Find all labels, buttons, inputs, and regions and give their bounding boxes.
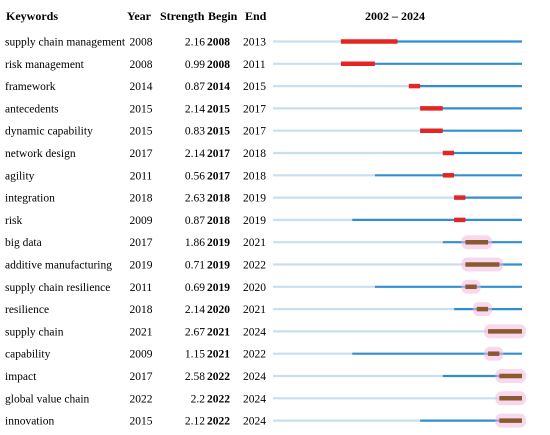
keyword-label: resilience xyxy=(5,304,49,316)
end-value: 2018 xyxy=(243,148,266,160)
begin-value: 2019 xyxy=(207,260,230,272)
keyword-label: network design xyxy=(5,148,76,160)
strength-value: 0.87 xyxy=(185,81,205,93)
end-value: 2019 xyxy=(243,215,266,227)
year-value: 2015 xyxy=(130,103,153,115)
year-value: 2021 xyxy=(130,326,153,338)
strength-value: 1.86 xyxy=(185,237,205,249)
strength-value: 0.83 xyxy=(185,126,205,138)
end-value: 2024 xyxy=(243,416,266,428)
year-value: 2014 xyxy=(130,81,153,93)
keyword-label: supply chain resilience xyxy=(5,282,110,294)
begin-value: 2020 xyxy=(207,304,230,316)
begin-value: 2014 xyxy=(207,81,230,93)
header-end: End xyxy=(245,9,267,23)
keyword-label: innovation xyxy=(5,416,54,428)
header-timeline-range: 2002 – 2024 xyxy=(365,9,425,23)
strength-value: 2.14 xyxy=(185,304,205,316)
begin-value: 2015 xyxy=(207,103,230,115)
strength-value: 1.15 xyxy=(185,349,205,361)
header-begin: Begin xyxy=(208,9,238,23)
keyword-label: supply chain xyxy=(5,326,64,338)
year-value: 2008 xyxy=(130,59,153,71)
keyword-label: additive manufacturing xyxy=(5,260,112,272)
keyword-label: big data xyxy=(5,237,42,249)
year-value: 2017 xyxy=(130,237,153,249)
year-value: 2009 xyxy=(130,349,153,361)
begin-value: 2022 xyxy=(207,393,230,405)
year-value: 2022 xyxy=(130,393,153,405)
end-value: 2021 xyxy=(243,304,266,316)
begin-value: 2018 xyxy=(207,215,230,227)
strength-value: 2.12 xyxy=(185,416,205,428)
year-value: 2019 xyxy=(130,260,153,272)
begin-value: 2008 xyxy=(207,37,230,49)
year-value: 2009 xyxy=(130,215,153,227)
header-strength: Strength xyxy=(160,9,205,23)
strength-value: 2.14 xyxy=(185,148,205,160)
year-value: 2018 xyxy=(130,304,153,316)
burst-rows: supply chain management 2008 2.16 2008 2013r… xyxy=(5,37,526,428)
begin-value: 2021 xyxy=(207,349,230,361)
end-value: 2019 xyxy=(243,193,266,205)
end-value: 2013 xyxy=(243,37,266,49)
begin-value: 2022 xyxy=(207,371,230,383)
keyword-label: impact xyxy=(5,371,37,383)
strength-value: 2.14 xyxy=(185,103,205,115)
year-value: 2015 xyxy=(130,126,153,138)
year-value: 2015 xyxy=(130,416,153,428)
keyword-label: risk management xyxy=(5,59,85,71)
year-value: 2011 xyxy=(130,170,153,182)
strength-value: 0.56 xyxy=(185,170,205,182)
end-value: 2017 xyxy=(243,126,266,138)
keyword-label: dynamic capability xyxy=(5,126,93,138)
begin-value: 2017 xyxy=(207,148,230,160)
begin-value: 2021 xyxy=(207,326,230,338)
strength-value: 0.71 xyxy=(185,260,205,272)
begin-value: 2017 xyxy=(207,170,230,182)
strength-value: 0.99 xyxy=(185,59,205,71)
strength-value: 2.2 xyxy=(191,393,206,405)
year-value: 2017 xyxy=(130,148,153,160)
keyword-label: agility xyxy=(5,170,35,182)
begin-value: 2019 xyxy=(207,282,230,294)
keyword-label: antecedents xyxy=(5,103,59,115)
header-year: Year xyxy=(127,9,152,23)
keyword-label: global value chain xyxy=(5,393,90,405)
year-value: 2011 xyxy=(130,282,153,294)
begin-value: 2008 xyxy=(207,59,230,71)
keyword-label: integration xyxy=(5,193,55,205)
year-value: 2008 xyxy=(130,37,153,49)
end-value: 2022 xyxy=(243,260,266,272)
end-value: 2024 xyxy=(243,393,266,405)
keyword-label: supply chain management xyxy=(5,37,126,49)
year-value: 2017 xyxy=(130,371,153,383)
end-value: 2024 xyxy=(243,326,266,338)
strength-value: 2.16 xyxy=(185,37,205,49)
strength-value: 2.58 xyxy=(185,371,205,383)
begin-value: 2022 xyxy=(207,416,230,428)
end-value: 2020 xyxy=(243,282,266,294)
strength-value: 0.87 xyxy=(185,215,205,227)
begin-value: 2015 xyxy=(207,126,230,138)
end-value: 2018 xyxy=(243,170,266,182)
strength-value: 2.67 xyxy=(185,326,205,338)
keyword-label: capability xyxy=(5,349,51,361)
end-value: 2011 xyxy=(243,59,266,71)
year-value: 2018 xyxy=(130,193,153,205)
keyword-label: framework xyxy=(5,81,56,93)
end-value: 2021 xyxy=(243,237,266,249)
header-keywords: Keywords xyxy=(6,9,58,23)
end-value: 2024 xyxy=(243,371,266,383)
end-value: 2022 xyxy=(243,349,266,361)
begin-value: 2018 xyxy=(207,193,230,205)
end-value: 2017 xyxy=(243,103,266,115)
end-value: 2015 xyxy=(243,81,266,93)
keyword-label: risk xyxy=(5,215,23,227)
strength-value: 0.69 xyxy=(185,282,205,294)
begin-value: 2019 xyxy=(207,237,230,249)
strength-value: 2.63 xyxy=(185,193,205,205)
